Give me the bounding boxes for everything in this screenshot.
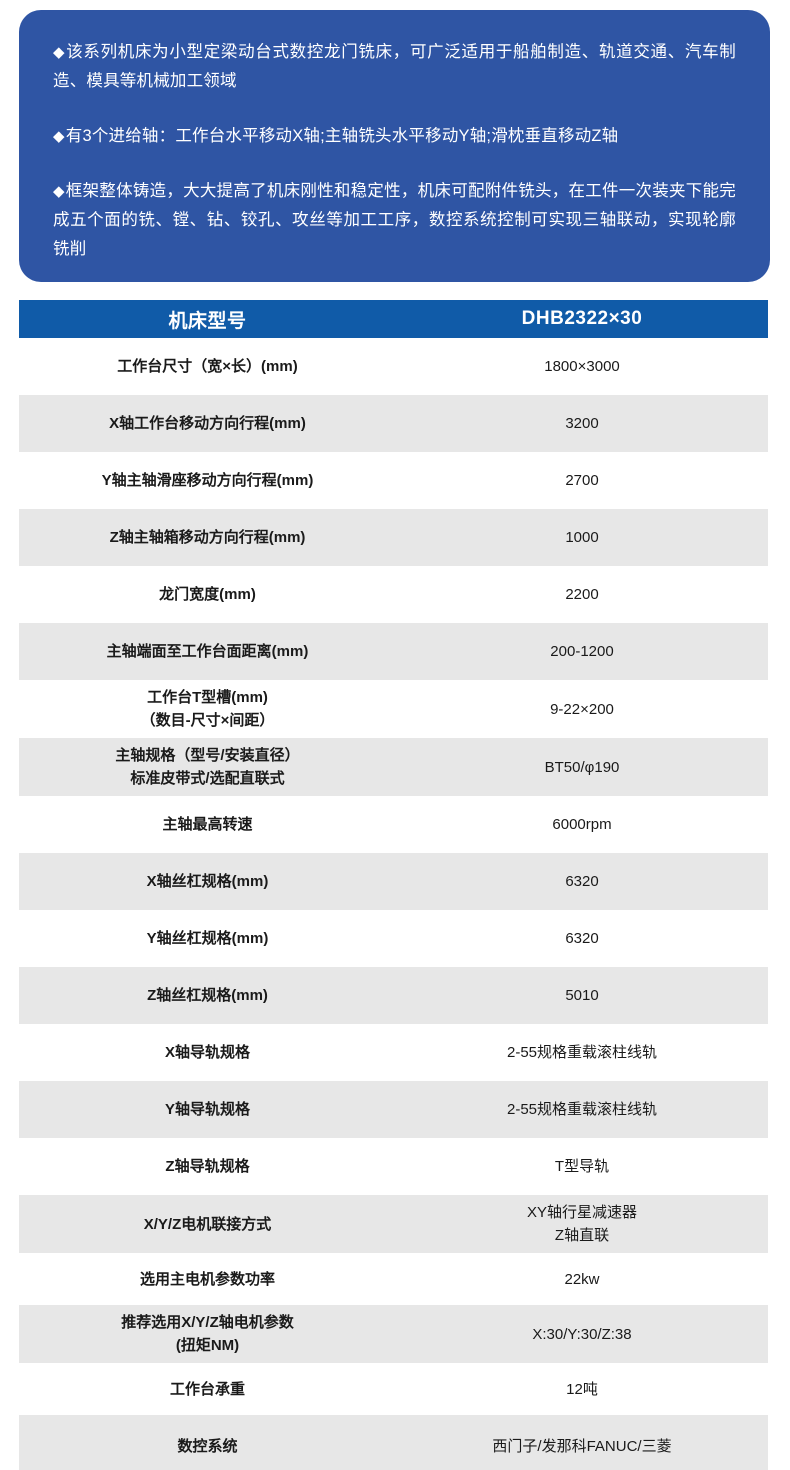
spec-row-label-line: (扭矩NM) <box>175 1337 240 1354</box>
spec-table-row: 选用主电机参数功率 22kw <box>19 1253 768 1305</box>
spec-row-value: 2-55规格重载滚柱线轨 <box>506 1044 658 1061</box>
spec-row-value: 200-1200 <box>550 643 614 660</box>
spec-table-row: 主轴端面至工作台面距离(mm) 200-1200 <box>19 623 768 680</box>
spec-table-row: Y轴主轴滑座移动方向行程(mm) 2700 <box>19 452 768 509</box>
spec-row-value: 1800×3000 <box>544 358 620 375</box>
spec-row-label-line: 工作台T型槽(mm) <box>147 689 268 706</box>
spec-table-row: Z轴主轴箱移动方向行程(mm) 1000 <box>19 509 768 566</box>
spec-row-label: 工作台T型槽(mm) （数目-尺寸×间距） <box>19 686 396 732</box>
intro-panel: ◆该系列机床为小型定梁动台式数控龙门铣床，可广泛适用于船舶制造、轨道交通、汽车制… <box>19 10 770 282</box>
spec-row-label: Z轴导轨规格 <box>165 1158 250 1175</box>
spec-row-value: 6320 <box>565 930 599 947</box>
spec-row-label-line: 标准皮带式/选配直联式 <box>130 770 285 787</box>
spec-row-value: 1000 <box>565 529 599 546</box>
spec-row-label: Z轴丝杠规格(mm) <box>147 987 268 1004</box>
spec-row-label: X轴导轨规格 <box>164 1044 250 1061</box>
spec-row-label: 主轴最高转速 <box>162 816 253 833</box>
spec-table-row: X轴丝杠规格(mm) 6320 <box>19 853 768 910</box>
spec-row-label: 推荐选用X/Y/Z轴电机参数 (扭矩NM) <box>19 1311 396 1357</box>
spec-row-value: 6000rpm <box>552 816 612 833</box>
spec-row-value: 2200 <box>565 586 599 603</box>
spec-table-row: Y轴导轨规格 2-55规格重载滚柱线轨 <box>19 1081 768 1138</box>
spec-table-row: Z轴丝杠规格(mm) 5010 <box>19 967 768 1024</box>
spec-table-row: 推荐选用X/Y/Z轴电机参数 (扭矩NM) X:30/Y:30/Z:38 <box>19 1305 768 1363</box>
spec-row-label: Y轴导轨规格 <box>164 1101 250 1118</box>
spec-row-value: X:30/Y:30/Z:38 <box>532 1325 632 1343</box>
spec-row-label: 主轴规格（型号/安装直径） 标准皮带式/选配直联式 <box>19 744 396 790</box>
spec-row-label: Z轴主轴箱移动方向行程(mm) <box>109 529 306 546</box>
intro-bullet-line: ◆该系列机床为小型定梁动台式数控龙门铣床，可广泛适用于船舶制造、轨道交通、汽车制… <box>53 38 736 96</box>
intro-bullet-text: 有3个进给轴：工作台水平移动X轴;主轴铣头水平移动Y轴;滑枕垂直移动Z轴 <box>65 127 619 145</box>
spec-row-label: 工作台承重 <box>169 1380 245 1398</box>
spec-row-value: XY轴行星减速器 Z轴直联 <box>396 1201 768 1247</box>
spec-row-label: Y轴丝杠规格(mm) <box>146 930 269 947</box>
intro-bullet-line: ◆有3个进给轴：工作台水平移动X轴;主轴铣头水平移动Y轴;滑枕垂直移动Z轴 <box>53 122 736 151</box>
spec-table-row: X轴工作台移动方向行程(mm) 3200 <box>19 395 768 452</box>
spec-table-row: X/Y/Z电机联接方式 XY轴行星减速器 Z轴直联 <box>19 1195 768 1253</box>
diamond-bullet-icon: ◆ <box>53 183 65 200</box>
spec-row-label: 主轴端面至工作台面距离(mm) <box>106 643 309 660</box>
spec-row-label: Y轴主轴滑座移动方向行程(mm) <box>101 472 314 489</box>
spec-row-label: 数控系统 <box>177 1438 238 1455</box>
spec-row-label: 选用主电机参数功率 <box>139 1270 275 1288</box>
spec-row-value: 2700 <box>565 472 599 489</box>
spec-row-label: X/Y/Z电机联接方式 <box>143 1215 272 1233</box>
spec-table-row: 主轴最高转速 6000rpm <box>19 796 768 853</box>
spec-table-row: 龙门宽度(mm) 2200 <box>19 566 768 623</box>
spec-row-value: T型导轨 <box>554 1158 610 1175</box>
intro-bullet-text: 该系列机床为小型定梁动台式数控龙门铣床，可广泛适用于船舶制造、轨道交通、汽车制造… <box>53 43 736 90</box>
intro-bullet-text: 框架整体铸造，大大提高了机床刚性和稳定性，机床可配附件铣头，在工件一次装夹下能完… <box>53 182 736 258</box>
spec-table-header-label: 机床型号 <box>168 310 247 332</box>
spec-row-value: 2-55规格重载滚柱线轨 <box>506 1101 658 1118</box>
spec-table-row: 数控系统 西门子/发那科FANUC/三菱 <box>19 1415 768 1470</box>
spec-row-value: 12吨 <box>566 1380 598 1398</box>
spec-row-value: 6320 <box>565 873 599 890</box>
spec-table-row: 工作台承重 12吨 <box>19 1363 768 1415</box>
spec-row-label: X轴工作台移动方向行程(mm) <box>109 415 306 432</box>
spec-row-value: 3200 <box>565 415 599 432</box>
spec-row-label-line: （数目-尺寸×间距） <box>140 712 275 729</box>
spec-table-row: 主轴规格（型号/安装直径） 标准皮带式/选配直联式 BT50/φ190 <box>19 738 768 796</box>
spec-row-value: 西门子/发那科FANUC/三菱 <box>492 1438 672 1455</box>
spec-row-label-line: 主轴规格（型号/安装直径） <box>115 747 300 764</box>
spec-row-value: 9-22×200 <box>550 700 614 718</box>
spec-row-value-line: XY轴行星减速器 <box>526 1204 637 1221</box>
spec-table-body: 工作台尺寸（宽×长）(mm) 1800×3000 X轴工作台移动方向行程(mm) 32… <box>19 338 768 1470</box>
spec-row-label: 龙门宽度(mm) <box>159 586 256 603</box>
spec-table-row: Y轴丝杠规格(mm) 6320 <box>19 910 768 967</box>
spec-table-header-value: DHB2322×30 <box>521 308 643 329</box>
spec-table-header-row: 机床型号 DHB2322×30 <box>19 300 768 338</box>
spec-row-value: BT50/φ190 <box>544 758 620 776</box>
intro-bullet-line: ◆框架整体铸造，大大提高了机床刚性和稳定性，机床可配附件铣头，在工件一次装夹下能… <box>53 177 736 264</box>
spec-row-label-line: 推荐选用X/Y/Z轴电机参数 <box>121 1314 294 1331</box>
spec-row-value: 22kw <box>564 1270 600 1288</box>
spec-row-value-line: Z轴直联 <box>554 1227 610 1244</box>
spec-row-value: 5010 <box>565 987 599 1004</box>
diamond-bullet-icon: ◆ <box>53 128 65 145</box>
spec-table-row: X轴导轨规格 2-55规格重载滚柱线轨 <box>19 1024 768 1081</box>
diamond-bullet-icon: ◆ <box>53 44 66 61</box>
spec-table: 机床型号 DHB2322×30 工作台尺寸（宽×长）(mm) 1800×3000 X… <box>19 300 768 1470</box>
spec-table-row: 工作台尺寸（宽×长）(mm) 1800×3000 <box>19 338 768 395</box>
spec-table-row: 工作台T型槽(mm) （数目-尺寸×间距） 9-22×200 <box>19 680 768 738</box>
spec-table-row: Z轴导轨规格 T型导轨 <box>19 1138 768 1195</box>
spec-row-label: 工作台尺寸（宽×长）(mm) <box>117 358 298 375</box>
spec-row-label: X轴丝杠规格(mm) <box>146 873 269 890</box>
